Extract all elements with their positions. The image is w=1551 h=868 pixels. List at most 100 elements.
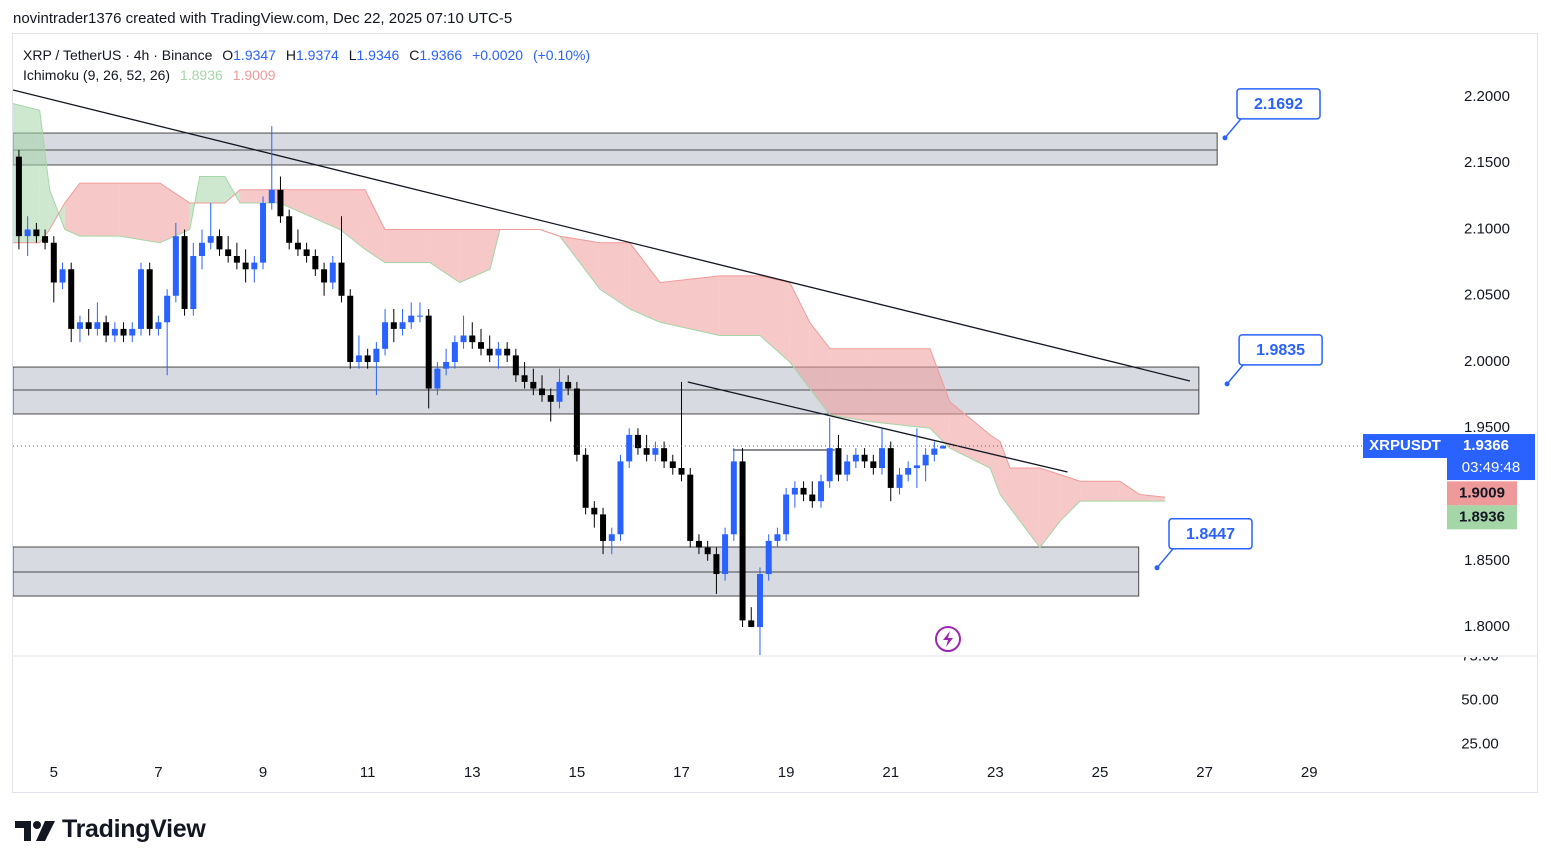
candle-body [905,468,912,475]
cloud-segment [365,189,385,263]
header: novintrader1376 created with TradingView… [13,10,513,27]
candle-body [268,189,275,204]
ohlc-value: 1.9346 [356,47,400,63]
x-tick-label: 17 [673,764,690,781]
candle-body [730,461,737,535]
candle-body [364,355,371,363]
cloud-segment [1080,481,1120,502]
candle-body [704,547,711,555]
candle-body [687,474,694,541]
y-tick-label: 2.1500 [1464,154,1510,171]
candle-body [103,322,110,336]
candle-body [861,454,868,462]
x-tick-label: 13 [464,764,481,781]
candle-body [425,315,432,389]
candle-body [146,269,153,329]
cloud-segment [629,242,661,323]
candle-body [565,381,572,389]
callout-anchor [1222,135,1228,141]
cloud-segment [279,189,340,230]
cloud-segment [199,176,225,204]
cloud-segment [1010,468,1040,548]
cloud-segment [1119,481,1140,502]
candle-body [85,322,92,329]
cloud-segment [929,348,950,449]
legend: XRP / TetherUS · 4h · Binance O1.9347 H1… [23,45,590,85]
candle-body [722,534,729,575]
candle-body [294,242,301,250]
y-tick-label: 2.2000 [1464,88,1510,105]
ohlc-label: H [285,47,296,63]
candle-body [15,156,22,237]
cloud-segment [429,229,460,283]
candle-body [896,474,903,488]
cloud-segment [1139,494,1165,502]
tv-logo [15,821,55,841]
zone [13,546,1140,597]
zone [13,132,1218,166]
candle-body [382,322,389,349]
candle-body [129,328,136,336]
callout-pointer [1156,548,1174,569]
candle-body [312,256,319,270]
candle-body [818,481,825,502]
candle-body [355,355,362,363]
candle-body [155,322,162,329]
candle-body [504,348,511,356]
candle-body [416,315,423,317]
candle-body [434,368,441,389]
candle-body [172,236,179,296]
candle-body [643,448,650,455]
candle-body [198,242,205,257]
candle-body [251,262,258,270]
candle-body [591,507,598,515]
callout-label: 1.9835 [1256,342,1305,359]
candle-body [791,487,798,495]
cloud-segment [759,275,790,363]
lower-axis: 25.00 50.00 75.00 [1461,657,1499,752]
candle-body [373,348,380,363]
cloud-segment [869,348,930,429]
x-tick-label: 15 [569,764,586,781]
symbol-label: XRPUSDT [1369,437,1441,454]
cloud-line [13,103,1165,549]
candle-body [931,448,938,455]
candle-body [329,262,336,283]
candle-body [774,534,781,541]
ohlc-label: L [348,47,357,63]
candle-body [713,554,720,575]
candle-body [617,461,624,535]
candle-body [582,454,589,508]
cloud-line [13,182,1165,498]
cloud-segment [384,229,430,263]
candle-body [800,487,807,495]
indicator-box [1447,505,1517,530]
x-tick-label: 27 [1196,764,1213,781]
candle-body [390,322,397,329]
candle-body [164,295,171,323]
cloud-segment [39,110,50,243]
ohlc-label: C [409,47,420,63]
candle-body [120,328,127,336]
candle-body [556,381,563,402]
candle-body [940,446,947,449]
candle-body [94,322,101,329]
candle-body [225,249,232,257]
cloud-segment [459,229,491,283]
lightning-icon[interactable] [935,626,961,652]
candle-body [408,315,415,323]
y-tick-label: 2.1000 [1464,220,1510,237]
callout-anchor [1224,381,1230,387]
x-tick-label: 29 [1301,764,1318,781]
candle-body [661,448,668,462]
candle-body [42,236,49,243]
candle-body [600,514,607,541]
candle-body [260,203,267,263]
candle-body [826,448,833,482]
callout-anchor [1154,565,1160,571]
candle-body [626,434,633,462]
candle-body [835,448,842,475]
cloud-segment [64,183,80,237]
countdown-label: 03:49:48 [1462,459,1520,476]
